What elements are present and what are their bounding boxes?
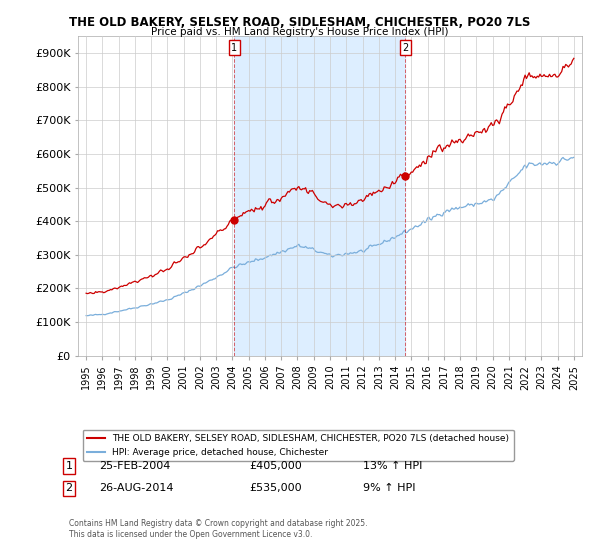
Text: 13% ↑ HPI: 13% ↑ HPI xyxy=(363,461,422,471)
Text: 9% ↑ HPI: 9% ↑ HPI xyxy=(363,483,415,493)
Text: £535,000: £535,000 xyxy=(249,483,302,493)
Text: 26-AUG-2014: 26-AUG-2014 xyxy=(99,483,173,493)
Text: 2: 2 xyxy=(402,43,409,53)
Text: Contains HM Land Registry data © Crown copyright and database right 2025.
This d: Contains HM Land Registry data © Crown c… xyxy=(69,519,367,539)
Text: 2: 2 xyxy=(65,483,73,493)
Bar xyxy=(235,36,405,356)
Text: 1: 1 xyxy=(232,43,238,53)
Text: 25-FEB-2004: 25-FEB-2004 xyxy=(99,461,170,471)
Text: Price paid vs. HM Land Registry's House Price Index (HPI): Price paid vs. HM Land Registry's House … xyxy=(151,27,449,37)
Text: £405,000: £405,000 xyxy=(249,461,302,471)
Text: 1: 1 xyxy=(65,461,73,471)
Text: THE OLD BAKERY, SELSEY ROAD, SIDLESHAM, CHICHESTER, PO20 7LS: THE OLD BAKERY, SELSEY ROAD, SIDLESHAM, … xyxy=(70,16,530,29)
Legend: THE OLD BAKERY, SELSEY ROAD, SIDLESHAM, CHICHESTER, PO20 7LS (detached house), H: THE OLD BAKERY, SELSEY ROAD, SIDLESHAM, … xyxy=(83,430,514,461)
